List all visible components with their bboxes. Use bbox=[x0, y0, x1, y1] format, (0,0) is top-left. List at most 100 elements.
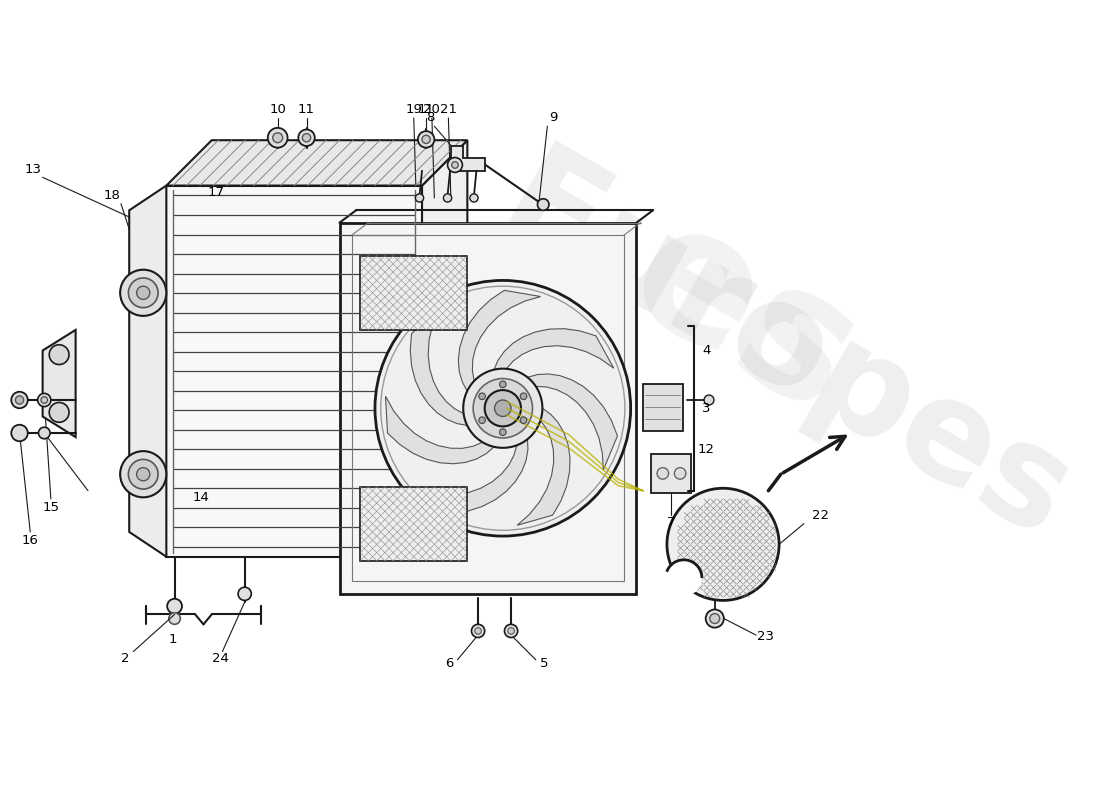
Circle shape bbox=[485, 390, 521, 426]
Text: 5: 5 bbox=[540, 658, 548, 670]
Bar bbox=[340, 222, 637, 594]
Circle shape bbox=[478, 417, 485, 423]
Bar bbox=[352, 235, 624, 582]
Circle shape bbox=[432, 410, 444, 422]
Polygon shape bbox=[528, 374, 617, 470]
Polygon shape bbox=[420, 439, 528, 514]
Circle shape bbox=[416, 194, 424, 202]
Circle shape bbox=[41, 397, 47, 403]
Circle shape bbox=[120, 451, 166, 498]
Polygon shape bbox=[422, 140, 468, 557]
Text: 4: 4 bbox=[702, 344, 711, 357]
Text: 22: 22 bbox=[812, 509, 828, 522]
Circle shape bbox=[473, 378, 532, 438]
Circle shape bbox=[478, 393, 485, 399]
Bar bbox=[404, 417, 419, 431]
Circle shape bbox=[463, 369, 542, 448]
Text: 19: 19 bbox=[405, 103, 422, 116]
Text: 18: 18 bbox=[103, 189, 120, 202]
Circle shape bbox=[167, 598, 182, 614]
Polygon shape bbox=[166, 140, 468, 186]
Text: 16: 16 bbox=[22, 534, 38, 546]
Circle shape bbox=[120, 270, 166, 316]
Circle shape bbox=[418, 131, 434, 148]
Circle shape bbox=[50, 402, 69, 422]
Circle shape bbox=[452, 162, 459, 168]
Text: 2: 2 bbox=[121, 653, 130, 666]
Circle shape bbox=[495, 400, 512, 417]
Text: 9: 9 bbox=[549, 111, 558, 125]
Polygon shape bbox=[410, 309, 468, 426]
Circle shape bbox=[422, 135, 430, 143]
Circle shape bbox=[39, 427, 50, 438]
Circle shape bbox=[168, 613, 180, 624]
Circle shape bbox=[704, 395, 714, 405]
Circle shape bbox=[298, 130, 315, 146]
Circle shape bbox=[674, 468, 686, 479]
Circle shape bbox=[470, 194, 478, 202]
Circle shape bbox=[667, 488, 779, 601]
Circle shape bbox=[472, 624, 485, 638]
Circle shape bbox=[136, 286, 150, 299]
Text: 17: 17 bbox=[207, 186, 224, 198]
Circle shape bbox=[11, 392, 28, 408]
Text: 15: 15 bbox=[43, 501, 59, 514]
Circle shape bbox=[499, 381, 506, 388]
Circle shape bbox=[432, 366, 444, 377]
Circle shape bbox=[267, 128, 287, 148]
Polygon shape bbox=[129, 186, 166, 557]
Circle shape bbox=[520, 393, 527, 399]
Circle shape bbox=[273, 133, 283, 142]
Text: 11: 11 bbox=[298, 103, 315, 116]
Polygon shape bbox=[385, 396, 494, 464]
Text: 7: 7 bbox=[667, 515, 675, 529]
Circle shape bbox=[710, 614, 719, 623]
Circle shape bbox=[538, 198, 549, 210]
Circle shape bbox=[706, 610, 724, 628]
Polygon shape bbox=[451, 146, 485, 170]
Text: 14: 14 bbox=[192, 491, 209, 504]
Circle shape bbox=[443, 194, 452, 202]
Text: 10: 10 bbox=[270, 103, 286, 116]
Circle shape bbox=[657, 468, 669, 479]
Text: 24: 24 bbox=[211, 653, 229, 666]
Circle shape bbox=[505, 624, 518, 638]
Bar bbox=[404, 268, 419, 283]
Polygon shape bbox=[651, 454, 691, 493]
Text: 12: 12 bbox=[698, 443, 715, 456]
Circle shape bbox=[448, 158, 462, 172]
Circle shape bbox=[129, 278, 158, 308]
Circle shape bbox=[302, 134, 310, 142]
Text: 3: 3 bbox=[702, 402, 711, 414]
Bar bbox=[360, 486, 467, 561]
Text: 13: 13 bbox=[24, 162, 41, 175]
Text: 6: 6 bbox=[446, 658, 453, 670]
Text: 8: 8 bbox=[426, 111, 434, 125]
Text: 20: 20 bbox=[424, 103, 440, 116]
Text: 1: 1 bbox=[168, 633, 177, 646]
Circle shape bbox=[238, 587, 251, 601]
Circle shape bbox=[475, 628, 482, 634]
Bar bbox=[360, 256, 467, 330]
Circle shape bbox=[375, 281, 630, 536]
Circle shape bbox=[136, 468, 150, 481]
Text: 23: 23 bbox=[758, 630, 774, 643]
Circle shape bbox=[129, 459, 158, 489]
Text: a passion for parts since 1985: a passion for parts since 1985 bbox=[264, 423, 547, 542]
Text: 11: 11 bbox=[418, 103, 434, 116]
Polygon shape bbox=[43, 330, 76, 437]
Bar bbox=[166, 186, 422, 557]
Bar bbox=[644, 383, 683, 431]
Circle shape bbox=[15, 396, 24, 404]
Circle shape bbox=[666, 560, 702, 596]
Text: Europes: Europes bbox=[476, 136, 1093, 570]
Polygon shape bbox=[517, 408, 570, 526]
Circle shape bbox=[520, 417, 527, 423]
Text: 21: 21 bbox=[440, 103, 456, 116]
Polygon shape bbox=[494, 329, 614, 370]
Circle shape bbox=[508, 628, 515, 634]
Polygon shape bbox=[459, 290, 541, 391]
Text: es: es bbox=[601, 184, 887, 451]
Circle shape bbox=[499, 429, 506, 435]
Circle shape bbox=[50, 345, 69, 365]
